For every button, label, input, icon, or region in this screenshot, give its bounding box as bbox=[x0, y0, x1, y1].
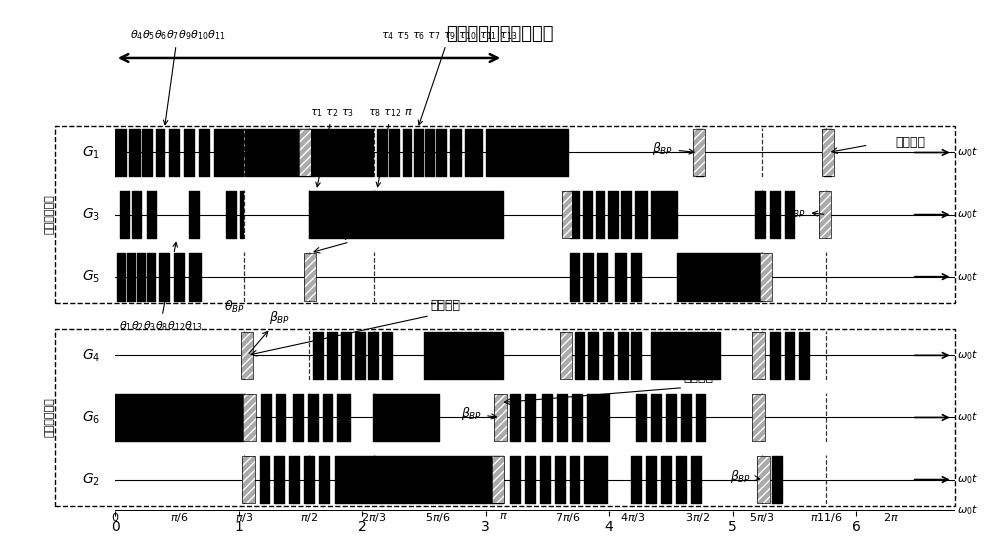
Text: 四分之一波反镇像对称: 四分之一波反镇像对称 bbox=[446, 25, 554, 43]
Text: $7\pi/6$: $7\pi/6$ bbox=[555, 511, 581, 524]
Text: $\omega_0 t$: $\omega_0 t$ bbox=[957, 348, 979, 362]
Text: $\tau_4\ \tau_5\ \tau_6\ \tau_7\ \tau_9\ \tau_{10}\ \tau_{11}\ \tau_{13}$: $\tau_4\ \tau_5\ \tau_6\ \tau_7\ \tau_9\… bbox=[381, 30, 517, 125]
Text: $G_{5}$: $G_{5}$ bbox=[82, 268, 100, 285]
Text: $4\pi/3$: $4\pi/3$ bbox=[620, 511, 645, 524]
Text: 旁路脉冲: 旁路脉冲 bbox=[896, 136, 926, 149]
Text: $5\pi/6$: $5\pi/6$ bbox=[425, 511, 451, 524]
Text: $\pi/3$: $\pi/3$ bbox=[235, 511, 254, 524]
Text: $\tau_8\ \tau_{12}\ \pi$: $\tau_8\ \tau_{12}\ \pi$ bbox=[368, 107, 413, 187]
Text: $s_{BP}$: $s_{BP}$ bbox=[208, 396, 227, 409]
Text: $\theta_4\theta_5\theta_6\theta_7\theta_9\theta_{10}\theta_{11}$: $\theta_4\theta_5\theta_6\theta_7\theta_… bbox=[130, 28, 225, 125]
Text: $G_{1}$: $G_{1}$ bbox=[82, 144, 100, 161]
Text: $\omega_0 t$: $\omega_0 t$ bbox=[957, 208, 979, 221]
Text: $\pi/2$: $\pi/2$ bbox=[315, 152, 333, 165]
Text: $\pi/2$: $\pi/2$ bbox=[300, 511, 318, 524]
Text: $2\pi$: $2\pi$ bbox=[883, 511, 899, 523]
Text: $\theta_{BP}$: $\theta_{BP}$ bbox=[224, 299, 245, 315]
Text: $2\pi/3$: $2\pi/3$ bbox=[361, 511, 387, 524]
Text: $0$: $0$ bbox=[111, 511, 119, 523]
Text: $G_{3}$: $G_{3}$ bbox=[82, 206, 100, 223]
Text: $\pi/6$: $\pi/6$ bbox=[170, 511, 189, 524]
Text: $\beta_{BP}$: $\beta_{BP}$ bbox=[652, 141, 694, 157]
Text: $\beta_{BP}$: $\beta_{BP}$ bbox=[730, 468, 760, 485]
Text: $\omega_0 t$: $\omega_0 t$ bbox=[957, 503, 979, 517]
Text: $\pi$: $\pi$ bbox=[499, 511, 508, 522]
Text: $\theta_1\theta_2\theta_3\theta_8\theta_{12}\theta_{13}$: $\theta_1\theta_2\theta_3\theta_8\theta_… bbox=[119, 242, 202, 333]
Text: $\beta_{BP}$: $\beta_{BP}$ bbox=[249, 309, 291, 353]
Text: $G_{6}$: $G_{6}$ bbox=[82, 409, 100, 426]
Text: 旁路脉冲: 旁路脉冲 bbox=[430, 299, 460, 312]
Text: $\omega_0 t$: $\omega_0 t$ bbox=[957, 473, 979, 486]
Text: $\omega_0 t$: $\omega_0 t$ bbox=[957, 270, 979, 284]
Text: 旁路脉冲: 旁路脉冲 bbox=[683, 371, 713, 384]
Text: $\omega_0 t$: $\omega_0 t$ bbox=[957, 146, 979, 160]
Text: $G_{2}$: $G_{2}$ bbox=[82, 471, 100, 488]
Text: 上桥臂开关管: 上桥臂开关管 bbox=[45, 195, 55, 235]
Text: $5\pi/3$: $5\pi/3$ bbox=[749, 511, 775, 524]
Text: $\pi 11/6$: $\pi 11/6$ bbox=[810, 511, 843, 524]
Text: $\omega_0 t$: $\omega_0 t$ bbox=[957, 411, 979, 424]
Text: 下桥臂开关管: 下桥臂开关管 bbox=[45, 397, 55, 437]
Text: $G_{4}$: $G_{4}$ bbox=[82, 347, 100, 364]
Text: $\tau_1\ \tau_2\ \tau_3$: $\tau_1\ \tau_2\ \tau_3$ bbox=[310, 107, 354, 187]
Text: $\beta_{BP}$: $\beta_{BP}$ bbox=[344, 225, 365, 242]
Text: $\beta_{BP}$: $\beta_{BP}$ bbox=[461, 406, 496, 422]
Text: $3\pi/2$: $3\pi/2$ bbox=[685, 511, 710, 524]
Text: $\beta_{BP}$: $\beta_{BP}$ bbox=[785, 203, 824, 220]
